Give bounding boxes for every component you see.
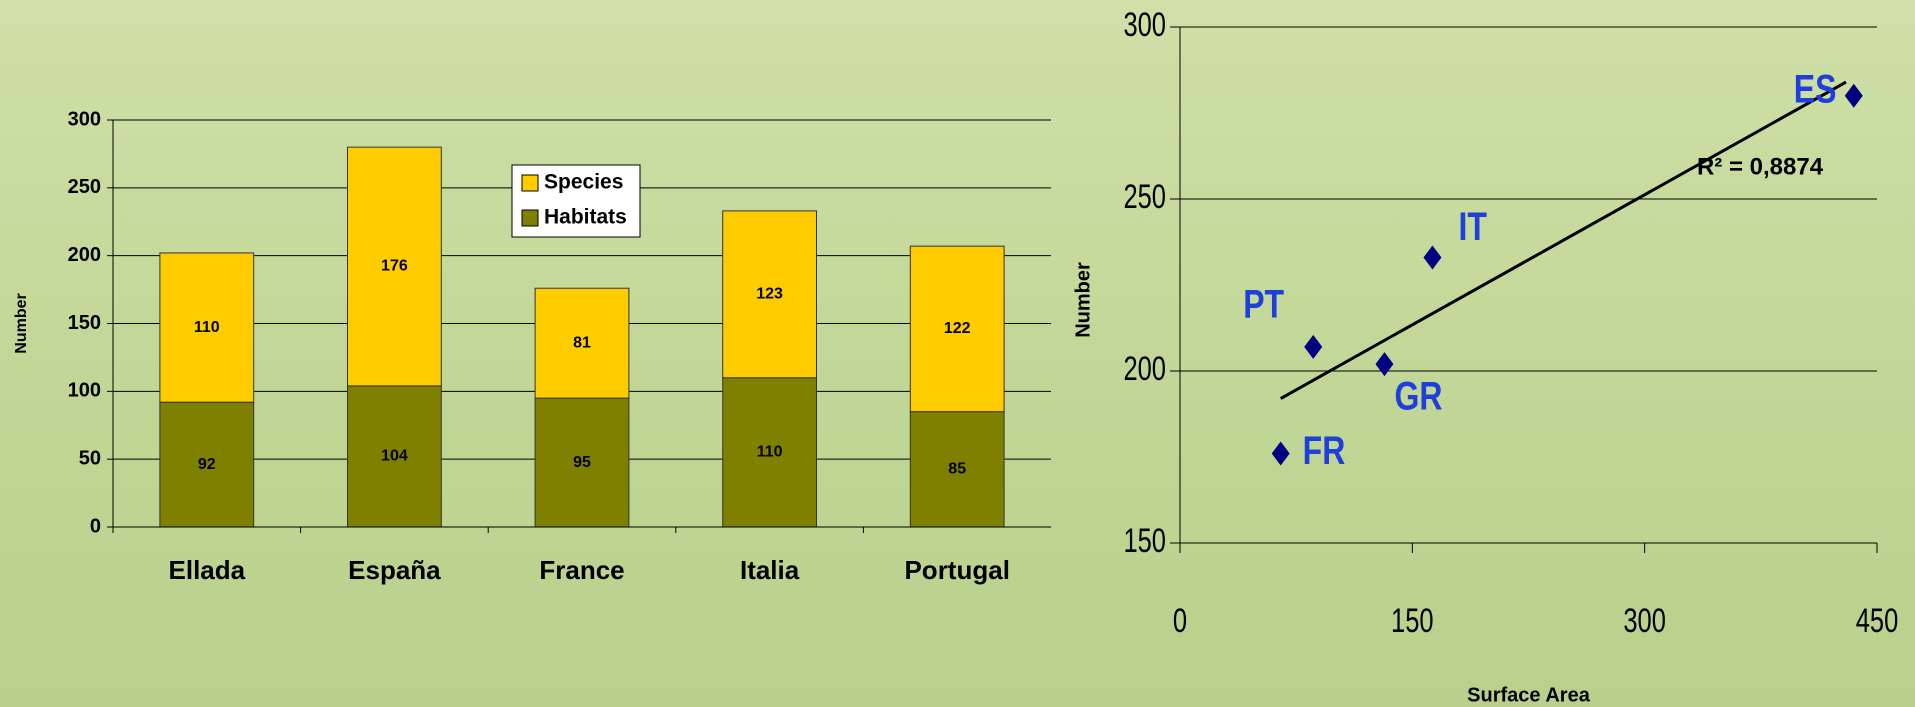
value-label: 92 — [198, 456, 216, 473]
bar — [159, 252, 255, 403]
point-label: GR — [1394, 373, 1442, 418]
x-axis-label: Surface Area — [1467, 684, 1591, 706]
point-label: ES — [1794, 66, 1837, 111]
point-label: IT — [1458, 204, 1486, 249]
bar — [909, 411, 1005, 528]
y-tick-label: 0 — [90, 515, 101, 537]
y-tick-label: 300 — [68, 108, 101, 130]
bar — [909, 245, 1005, 413]
x-tick-label: 0 — [1173, 603, 1187, 640]
y-tick-label: 250 — [68, 176, 101, 198]
value-label: 95 — [573, 454, 591, 471]
point-label: FR — [1303, 428, 1346, 473]
y-axis-label: Number — [13, 293, 30, 353]
bar — [347, 385, 442, 528]
point-label: PT — [1243, 281, 1284, 326]
y-tick-label: 150 — [68, 312, 101, 334]
legend-swatch — [521, 174, 539, 192]
legend-label: Species — [544, 171, 623, 194]
y-tick-label: 150 — [1123, 523, 1166, 560]
trendline — [1279, 80, 1847, 400]
bar — [159, 401, 255, 528]
x-tick-label: España — [348, 555, 441, 585]
point — [1423, 245, 1442, 270]
x-tick-label: Ellada — [169, 555, 246, 585]
x-tick-label: 450 — [1856, 603, 1899, 640]
bar — [534, 397, 630, 528]
y-tick-label: 250 — [1123, 179, 1166, 216]
x-tick-label: 150 — [1391, 603, 1434, 640]
point — [1375, 352, 1394, 377]
y-tick-label: 200 — [68, 244, 101, 266]
y-tick-label: 50 — [79, 447, 101, 469]
value-label: 122 — [944, 320, 971, 337]
value-label: 85 — [948, 461, 966, 478]
bar — [534, 287, 630, 399]
legend-swatch — [521, 209, 539, 227]
value-label: 110 — [757, 444, 783, 461]
x-tick-label: France — [539, 555, 624, 585]
value-label: 123 — [756, 286, 783, 303]
legend-label: Habitats — [544, 206, 627, 229]
point — [1271, 441, 1290, 466]
x-tick-label: Italia — [740, 555, 800, 585]
y-tick-label: 300 — [1123, 7, 1166, 44]
value-label: 110 — [194, 319, 220, 336]
y-tick-label: 100 — [68, 380, 101, 402]
value-label: 104 — [381, 448, 408, 465]
y-tick-label: 200 — [1123, 351, 1166, 388]
bar — [722, 210, 818, 379]
value-label: 81 — [573, 334, 591, 351]
y-axis-label: Number — [1072, 262, 1094, 338]
x-tick-label: 300 — [1623, 603, 1666, 640]
bar — [347, 146, 442, 387]
x-tick-label: Portugal — [904, 555, 1009, 585]
annotation: R² = 0,8874 — [1697, 153, 1824, 180]
bar — [722, 377, 818, 528]
point — [1304, 334, 1323, 359]
point — [1844, 83, 1863, 108]
value-label: 176 — [381, 258, 408, 275]
